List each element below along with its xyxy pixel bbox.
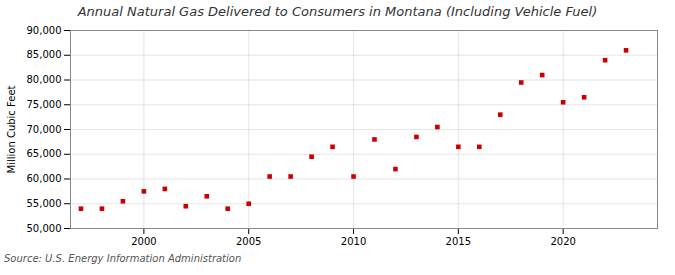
svg-text:2000: 2000 xyxy=(131,236,156,247)
svg-text:75,000: 75,000 xyxy=(27,99,62,110)
svg-text:2020: 2020 xyxy=(550,236,575,247)
svg-text:2015: 2015 xyxy=(446,236,471,247)
svg-text:Million Cubic Feet: Million Cubic Feet xyxy=(6,85,17,173)
svg-text:85,000: 85,000 xyxy=(27,49,62,60)
svg-text:2005: 2005 xyxy=(236,236,261,247)
svg-text:70,000: 70,000 xyxy=(27,124,62,135)
svg-text:50,000: 50,000 xyxy=(27,223,62,234)
html-text:Annual Natural Gas Delivered t: Annual Natural Gas Delivered to Consumer… xyxy=(77,4,598,19)
svg-text:65,000: 65,000 xyxy=(27,148,62,159)
html-text:Source: U.S. Energy Informatio: Source: U.S. Energy Information Administ… xyxy=(4,253,242,264)
svg-text:90,000: 90,000 xyxy=(27,25,62,36)
svg-text:2010: 2010 xyxy=(341,236,366,247)
svg-text:80,000: 80,000 xyxy=(27,74,62,85)
svg-text:60,000: 60,000 xyxy=(27,173,62,184)
svg-text:55,000: 55,000 xyxy=(27,198,62,209)
